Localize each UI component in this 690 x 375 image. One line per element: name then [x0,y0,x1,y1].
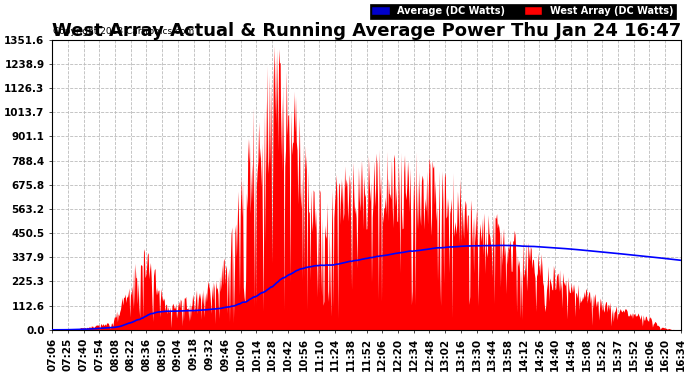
Legend: Average (DC Watts), West Array (DC Watts): Average (DC Watts), West Array (DC Watts… [370,4,676,19]
Title: West Array Actual & Running Average Power Thu Jan 24 16:47: West Array Actual & Running Average Powe… [52,22,681,40]
Text: Copyright 2013 Cartronics.com: Copyright 2013 Cartronics.com [53,27,195,36]
